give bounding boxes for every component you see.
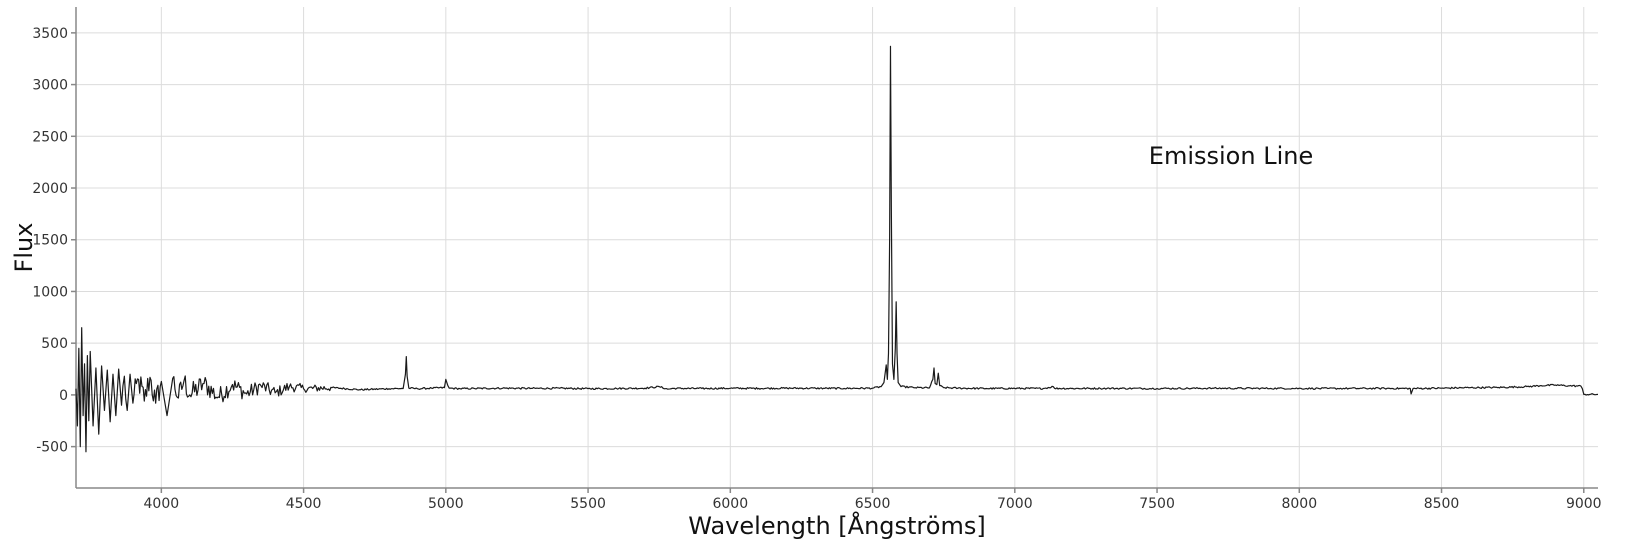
y-tick-label: 3000 [32, 78, 68, 94]
annotations: Emission Line [1149, 142, 1313, 170]
grid [76, 7, 1598, 488]
y-tick-label: 2000 [32, 181, 68, 197]
y-tick-label: 2500 [32, 129, 68, 145]
y-tick-label: -500 [36, 440, 68, 456]
x-tick-label: 5000 [428, 496, 464, 512]
y-tick-label: 500 [41, 336, 68, 352]
x-tick-label: 7500 [1139, 496, 1175, 512]
x-tick-label: 5500 [570, 496, 606, 512]
spectrum-line [75, 45, 1599, 453]
axes [71, 7, 1598, 493]
y-axis-title: Flux [10, 223, 38, 273]
x-tick-label: 4500 [286, 496, 322, 512]
y-tick-label: 1500 [32, 233, 68, 249]
x-tick-label: 8500 [1424, 496, 1460, 512]
emission-line-annotation: Emission Line [1149, 142, 1313, 170]
y-tick-label: 3500 [32, 26, 68, 42]
x-axis-title: Wavelength [Ångströms] [688, 511, 985, 540]
x-tick-label: 6500 [855, 496, 891, 512]
tick-labels: 4000 4500 5000 5500 6000 6500 7000 7500 8000 8500… [32, 26, 1601, 512]
plot-area [75, 45, 1599, 453]
x-tick-label: 4000 [144, 496, 180, 512]
y-tick-label: 0 [59, 388, 68, 404]
x-tick-label: 9000 [1566, 496, 1602, 512]
y-tick-label: 1000 [32, 284, 68, 300]
x-tick-label: 8000 [1281, 496, 1317, 512]
x-tick-label: 7000 [997, 496, 1033, 512]
x-tick-label: 6000 [712, 496, 748, 512]
